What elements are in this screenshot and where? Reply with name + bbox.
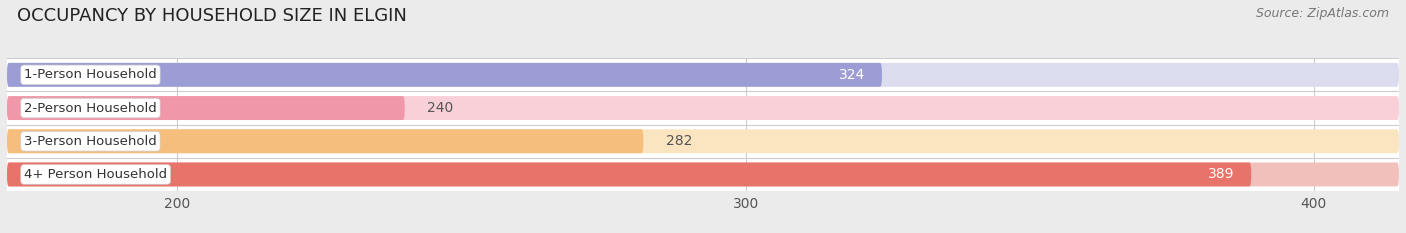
- Text: 1-Person Household: 1-Person Household: [24, 68, 157, 81]
- Text: 240: 240: [427, 101, 454, 115]
- FancyBboxPatch shape: [7, 162, 1251, 186]
- FancyBboxPatch shape: [7, 129, 1399, 153]
- Text: 324: 324: [838, 68, 865, 82]
- Text: 3-Person Household: 3-Person Household: [24, 135, 157, 148]
- Text: 2-Person Household: 2-Person Household: [24, 102, 157, 115]
- Text: 4+ Person Household: 4+ Person Household: [24, 168, 167, 181]
- Text: OCCUPANCY BY HOUSEHOLD SIZE IN ELGIN: OCCUPANCY BY HOUSEHOLD SIZE IN ELGIN: [17, 7, 406, 25]
- FancyBboxPatch shape: [7, 162, 1399, 186]
- FancyBboxPatch shape: [7, 96, 405, 120]
- FancyBboxPatch shape: [7, 129, 644, 153]
- Text: 282: 282: [666, 134, 692, 148]
- Text: Source: ZipAtlas.com: Source: ZipAtlas.com: [1256, 7, 1389, 20]
- Text: 389: 389: [1208, 168, 1234, 182]
- FancyBboxPatch shape: [7, 63, 1399, 87]
- FancyBboxPatch shape: [7, 63, 882, 87]
- FancyBboxPatch shape: [7, 96, 1399, 120]
